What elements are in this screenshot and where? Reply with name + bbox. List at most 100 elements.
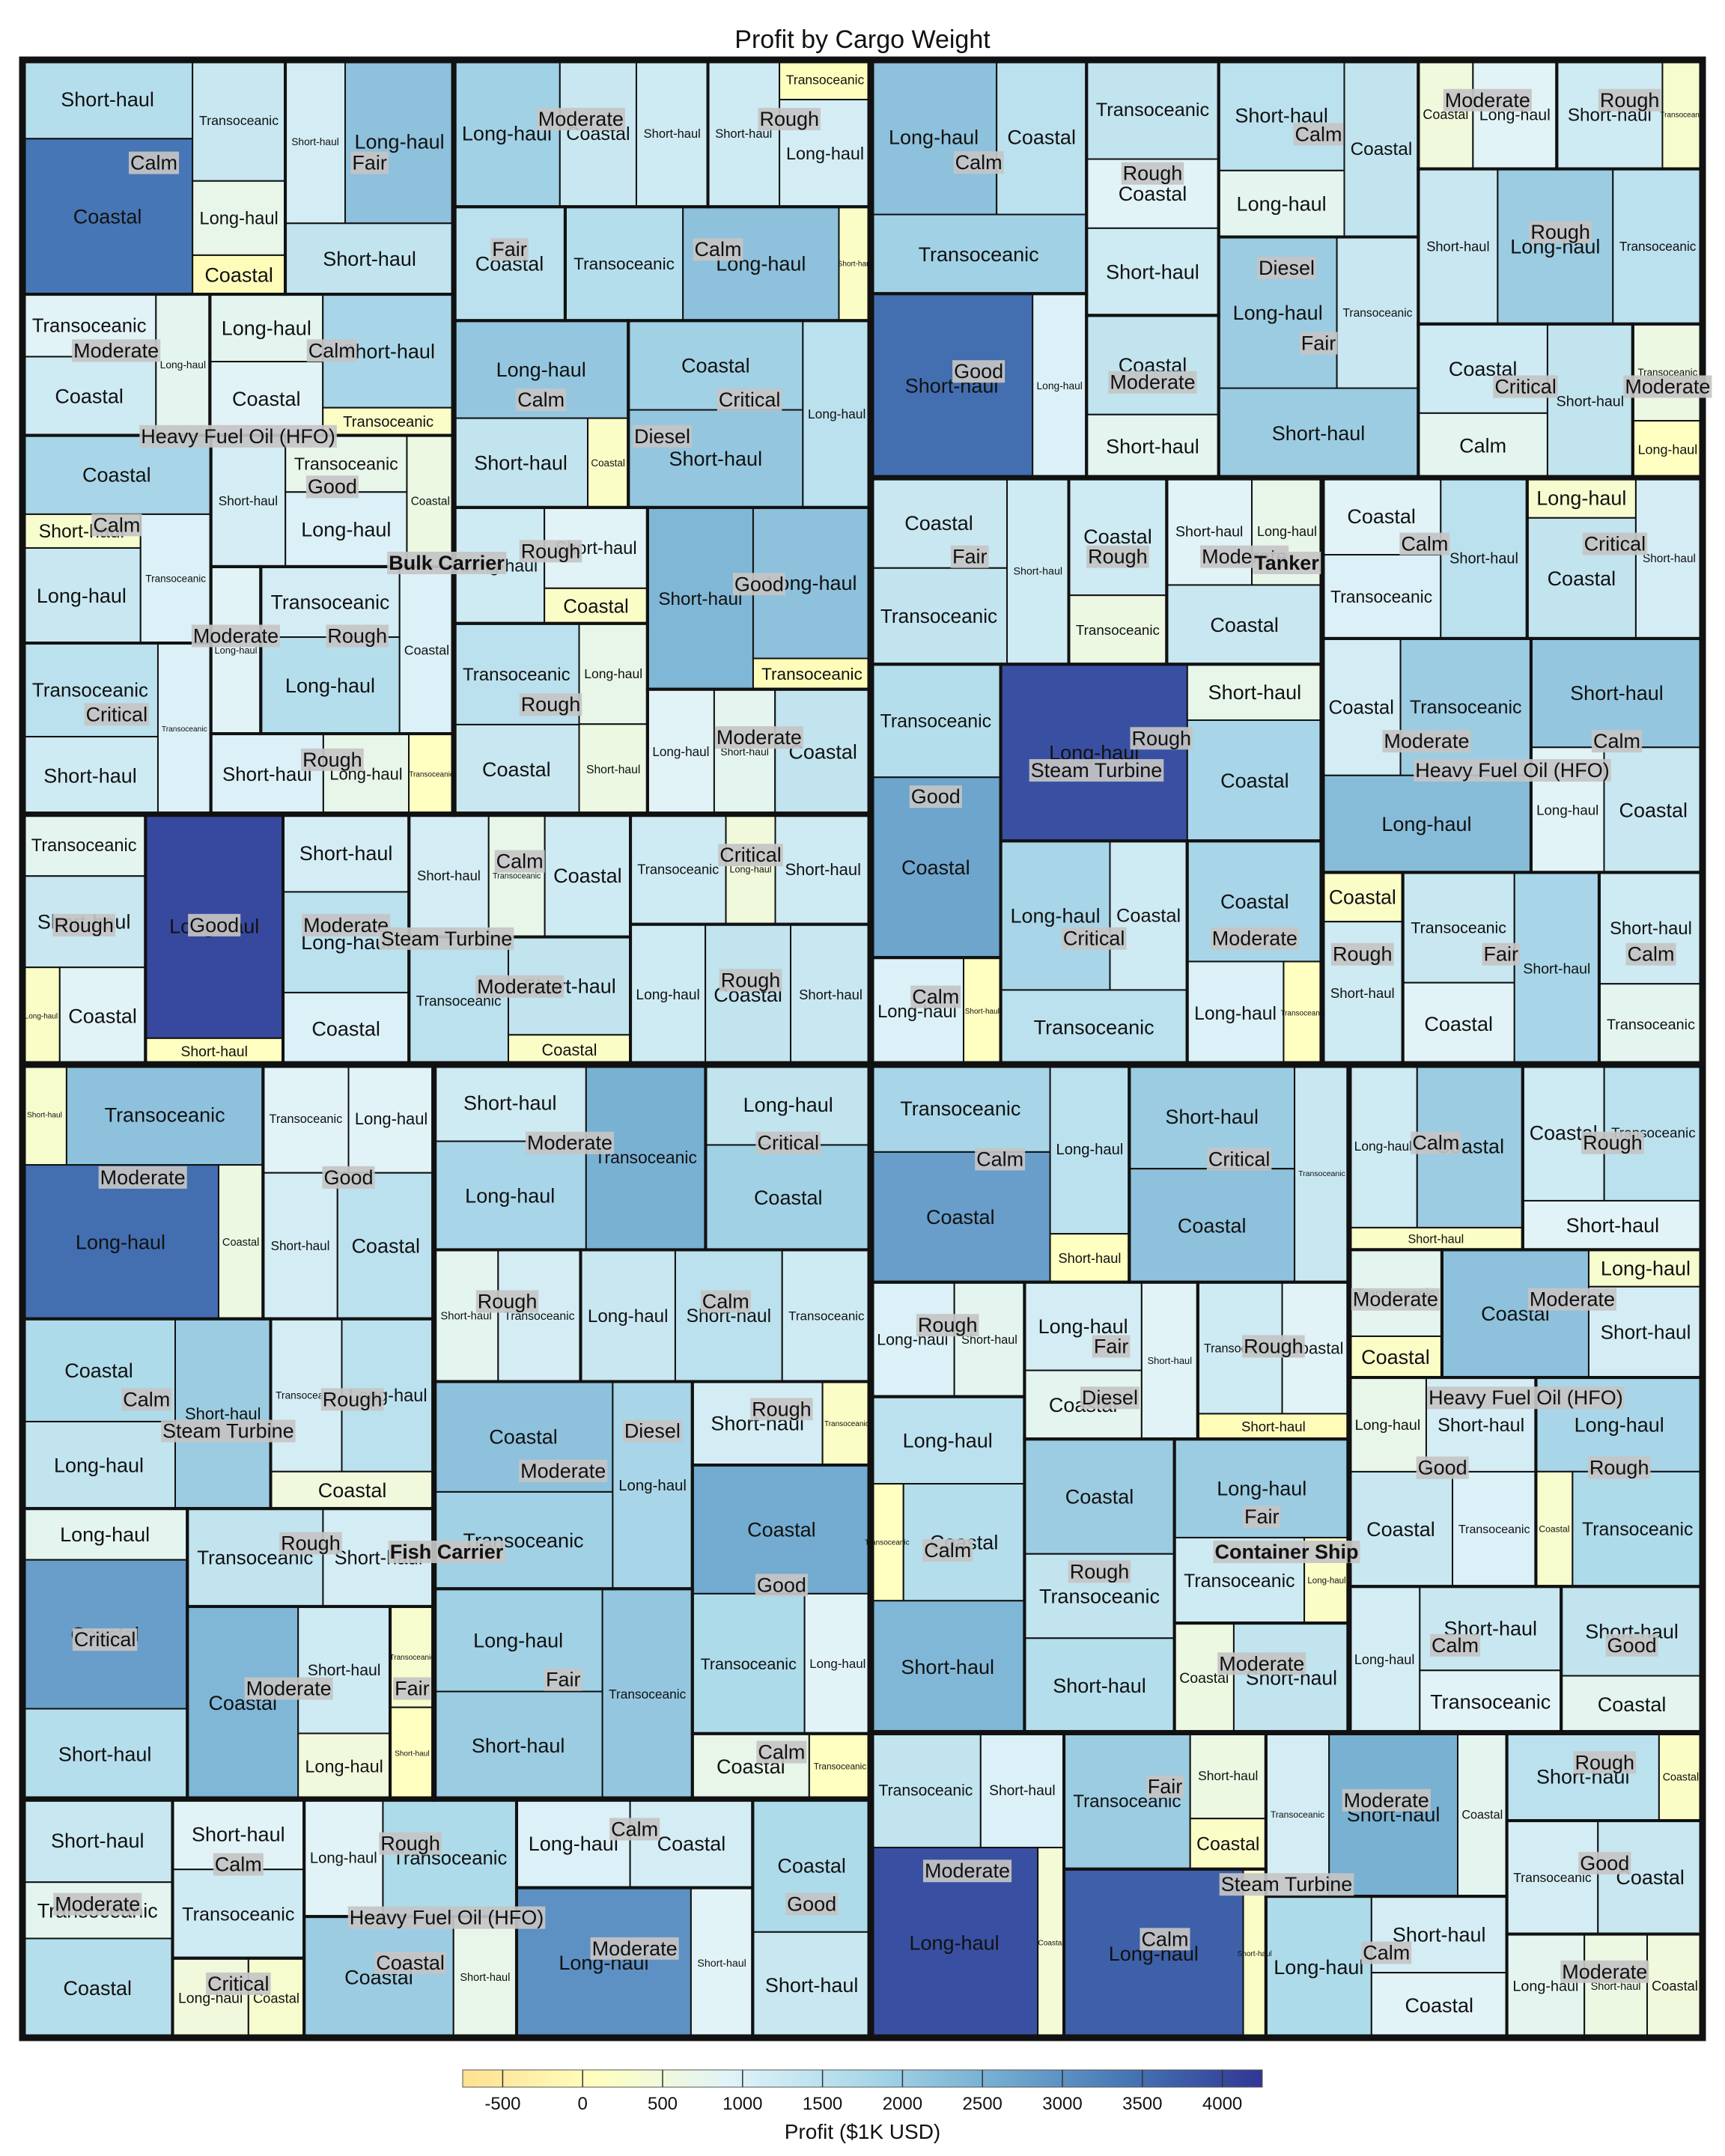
weather-label: Calm (1401, 533, 1448, 555)
weather-label-background (609, 1818, 660, 1841)
weather-label-background (1242, 1335, 1305, 1358)
weather-label: Moderate (246, 1678, 332, 1700)
route-label: Long-haul (473, 1629, 563, 1651)
treemap-cell (1572, 1470, 1704, 1588)
route-label: Short-haul (1408, 1232, 1464, 1246)
route-label: Coastal (311, 1017, 380, 1040)
treemap-cell (1109, 840, 1188, 991)
weather-label: Rough (918, 1314, 978, 1336)
route-label: Short-haul (658, 589, 742, 609)
route-label: Coastal (1065, 1485, 1134, 1508)
treemap-cell (1530, 637, 1704, 749)
route-label: Long-haul (465, 1184, 555, 1207)
weather-label-background (758, 108, 821, 131)
route-label: Coastal (1178, 1214, 1247, 1237)
weather-label: Rough (1333, 943, 1393, 966)
route-label: Long-haul (1194, 1004, 1277, 1024)
treemap-cell (1634, 477, 1704, 639)
route-label: Long-haul (1601, 1258, 1691, 1280)
weather-label: Calm (1363, 1942, 1410, 1964)
route-label: Short-haul (291, 136, 339, 147)
route-label: Coastal (482, 758, 551, 781)
weather-label: Moderate (1530, 1288, 1615, 1311)
vessel-frame (867, 1061, 1706, 2041)
route-label: Coastal (681, 354, 750, 377)
fuel-label-background (379, 927, 514, 950)
treemap-cell (578, 723, 648, 815)
fuel-label: Heavy Fuel Oil (HFO) (141, 425, 335, 448)
treemap-cell (1068, 594, 1168, 666)
treemap-cell (433, 1490, 614, 1590)
fuel-label: Steam Turbine (381, 928, 513, 950)
weather-label: Critical (1063, 928, 1125, 950)
treemap-cell (1631, 323, 1703, 422)
treemap-cell (1348, 1470, 1454, 1588)
route-label: Short-haul (1601, 1321, 1691, 1344)
route-label: Coastal (55, 385, 124, 407)
route-label: Transoceanic (880, 711, 992, 732)
treemap-cell (544, 813, 632, 938)
weather-label-background (1293, 123, 1344, 146)
route-label: Short-haul (472, 1735, 565, 1757)
route-label: Long-haul (25, 1013, 58, 1021)
route-label: Coastal (1548, 567, 1616, 590)
route-label: Transoceanic (814, 1761, 866, 1772)
route-label: Long-haul (1233, 302, 1323, 324)
weather-label: Good (1418, 1457, 1467, 1479)
route-label: Short-haul (785, 860, 861, 879)
route-label: Coastal (1116, 906, 1181, 927)
weather-label-background (374, 1952, 446, 1975)
weather-label-background (91, 514, 142, 537)
treemap-cell (870, 663, 1002, 779)
route-label: Short-haul (669, 448, 763, 470)
route-label: Long-haul (1536, 802, 1598, 817)
treemap-cell (870, 1483, 904, 1602)
treemap-cell (1128, 1168, 1296, 1283)
treemap-cell (1186, 960, 1285, 1065)
treemap-cell (1000, 663, 1188, 842)
weather-label-background (975, 1148, 1026, 1171)
weather-label-background (322, 1166, 375, 1189)
fuel-label: Heavy Fuel Oil (HFO) (350, 1907, 544, 1929)
route-label: Long-haul (310, 1851, 377, 1867)
weather-label: Critical (757, 1132, 819, 1154)
route-label: Long-haul (1536, 487, 1626, 509)
treemap-cell (382, 1798, 517, 1918)
weather-label: Rough (380, 1833, 440, 1855)
weather-label: Rough (323, 1388, 383, 1410)
route-label: Short-haul (715, 127, 772, 141)
route-label: Long-haul (889, 127, 979, 149)
route-label: Transoceanic (637, 862, 719, 877)
treemap-cell (790, 923, 871, 1065)
treemap-cell (870, 567, 1008, 666)
weather-label-background (129, 151, 180, 174)
route-label: Transoceanic (199, 113, 279, 128)
route-label: Coastal (1461, 1808, 1503, 1821)
route-label: Short-haul (27, 1112, 62, 1120)
route-label: Coastal (754, 1187, 823, 1209)
route-label: Short-haul (1272, 422, 1366, 445)
treemap-cell (1417, 412, 1548, 479)
route-label: Coastal (553, 865, 622, 887)
treemap-cell (1343, 59, 1420, 238)
route-label: Transoceanic (182, 1904, 294, 1925)
weather-label-background (305, 475, 359, 499)
colorbar: -500 0 500 1000 1500 2000 2500 3000 3500 4000 Pro… (462, 2069, 1263, 2143)
route-label: Long-haul (199, 210, 278, 229)
weather-label: Calm (496, 850, 544, 873)
weather-label: Good (734, 573, 784, 595)
weather-label-background (1140, 1928, 1190, 1951)
weather-label: Moderate (925, 1860, 1010, 1882)
weather-label-background (1361, 1941, 1412, 1964)
route-label: Transoceanic (1298, 1169, 1345, 1178)
weather-label-background (544, 1668, 582, 1691)
route-label: Short-haul (61, 88, 154, 111)
route-label: Transoceanic (390, 1654, 435, 1662)
route-label: Transoceanic (1513, 1870, 1592, 1885)
route-label: Transoceanic (1411, 919, 1506, 937)
treemap-cells (22, 59, 1704, 2039)
treemap-cell (1560, 1675, 1704, 1734)
route-label: Long-haul (54, 1455, 144, 1477)
route-label: Short-haul (308, 1662, 381, 1679)
route-label: Long-haul (1257, 524, 1317, 539)
